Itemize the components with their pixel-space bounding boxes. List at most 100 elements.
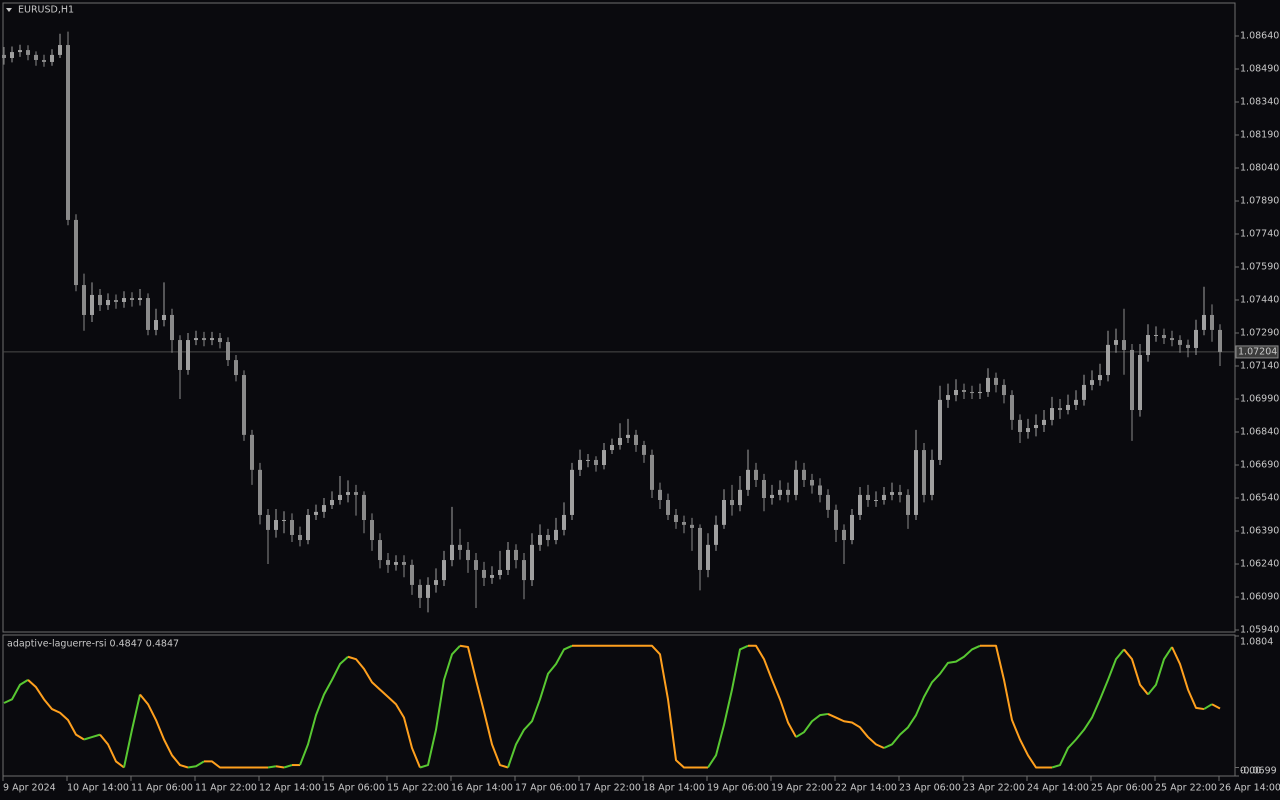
candle-body bbox=[322, 505, 326, 512]
y-tick-label: 1.06690 bbox=[1240, 460, 1279, 471]
y-tick-label: 1.07140 bbox=[1240, 361, 1279, 372]
candle-body bbox=[18, 50, 22, 53]
candle-body bbox=[1170, 338, 1174, 341]
indicator-line bbox=[707, 644, 749, 769]
candle-body bbox=[594, 459, 598, 466]
candle-body bbox=[578, 459, 582, 470]
candle-body bbox=[346, 492, 350, 495]
indicator-line bbox=[980, 644, 1052, 769]
candle-body bbox=[762, 479, 766, 499]
candle-body bbox=[1010, 395, 1014, 420]
candle-body bbox=[250, 434, 254, 470]
candle-body bbox=[906, 494, 910, 515]
candle-body bbox=[1146, 334, 1150, 356]
candle-body bbox=[442, 560, 446, 581]
candle-body bbox=[674, 514, 678, 522]
x-tick-label: 23 Apr 06:00 bbox=[899, 783, 961, 794]
candle-body bbox=[450, 544, 454, 561]
indicator-line bbox=[283, 764, 293, 769]
y-tick-label: 1.07290 bbox=[1240, 328, 1279, 339]
candle-body bbox=[1050, 408, 1054, 420]
candle-body bbox=[826, 494, 830, 510]
x-tick-label: 17 Apr 22:00 bbox=[579, 783, 641, 794]
candle-body bbox=[194, 338, 198, 341]
candle-body bbox=[874, 499, 878, 501]
candle-body bbox=[162, 314, 166, 321]
candle-body bbox=[538, 534, 542, 545]
x-tick-label: 25 Apr 06:00 bbox=[1091, 783, 1153, 794]
candle-body bbox=[850, 514, 854, 541]
indicator-line bbox=[275, 765, 285, 769]
candle-body bbox=[186, 340, 190, 370]
y-tick-label: 1.08340 bbox=[1240, 97, 1279, 108]
candle-body bbox=[1074, 399, 1078, 405]
candle-body bbox=[1042, 419, 1046, 425]
y-tick-label: 1.07440 bbox=[1240, 295, 1279, 306]
indicator-line bbox=[1147, 646, 1173, 696]
candle-body bbox=[642, 444, 646, 455]
candle-body bbox=[426, 584, 430, 598]
indicator-line bbox=[507, 644, 573, 768]
indicator-line bbox=[347, 655, 421, 768]
candle-body bbox=[42, 59, 46, 62]
candle-body bbox=[370, 520, 374, 541]
candle-body bbox=[2, 54, 6, 59]
candle-body bbox=[258, 469, 262, 515]
candle-body bbox=[154, 320, 158, 330]
candle-body bbox=[530, 544, 534, 581]
candle-body bbox=[1098, 375, 1102, 381]
x-tick-label: 9 Apr 2024 bbox=[3, 783, 56, 794]
candle-body bbox=[554, 529, 558, 541]
candle-body bbox=[498, 569, 502, 576]
candle-body bbox=[122, 298, 126, 302]
indicator-line bbox=[299, 656, 349, 766]
indicator-panel-frame bbox=[2, 634, 1236, 777]
candle-body bbox=[66, 45, 70, 220]
candle-body bbox=[58, 45, 62, 55]
x-tick-label: 15 Apr 22:00 bbox=[387, 783, 449, 794]
candle-body bbox=[898, 492, 902, 495]
indicator-line bbox=[748, 644, 797, 738]
candle-body bbox=[714, 524, 718, 545]
candle-body bbox=[706, 544, 710, 570]
candle-body bbox=[26, 50, 30, 55]
candle-body bbox=[330, 499, 334, 506]
indicator-line bbox=[1123, 648, 1149, 696]
candle-body bbox=[514, 549, 518, 561]
candle-body bbox=[786, 489, 790, 495]
y-tick-label: 1.06240 bbox=[1240, 559, 1279, 570]
candle-body bbox=[130, 298, 134, 301]
candle-body bbox=[858, 494, 862, 515]
y-tick-label: 1.08490 bbox=[1240, 64, 1279, 75]
symbol-menu-icon[interactable] bbox=[6, 8, 12, 12]
candle-body bbox=[210, 338, 214, 341]
candle-body bbox=[434, 580, 438, 585]
y-tick-label: 1.05940 bbox=[1240, 625, 1279, 636]
candle-body bbox=[610, 444, 614, 451]
candle-body bbox=[746, 469, 750, 490]
candle-body bbox=[626, 434, 630, 438]
candle-body bbox=[930, 459, 934, 495]
indicator-line bbox=[83, 733, 101, 741]
candle-body bbox=[138, 298, 142, 301]
x-tick-label: 16 Apr 14:00 bbox=[451, 783, 513, 794]
candle-body bbox=[234, 360, 238, 376]
candle-body bbox=[74, 219, 78, 286]
candle-body bbox=[282, 520, 286, 522]
candle-body bbox=[602, 450, 606, 466]
candle-body bbox=[418, 584, 422, 598]
candle-body bbox=[106, 300, 110, 306]
indicator-line bbox=[1171, 646, 1205, 711]
candle-body bbox=[666, 499, 670, 515]
candle-body bbox=[1138, 355, 1142, 411]
candle-body bbox=[770, 494, 774, 499]
candle-body bbox=[306, 514, 310, 541]
candle-body bbox=[1106, 344, 1110, 376]
candle-body bbox=[890, 492, 894, 495]
candle-body bbox=[1066, 404, 1070, 411]
candle-body bbox=[466, 549, 470, 561]
candle-body bbox=[1026, 428, 1030, 433]
indicator-line bbox=[572, 644, 708, 769]
candle-body bbox=[810, 479, 814, 486]
